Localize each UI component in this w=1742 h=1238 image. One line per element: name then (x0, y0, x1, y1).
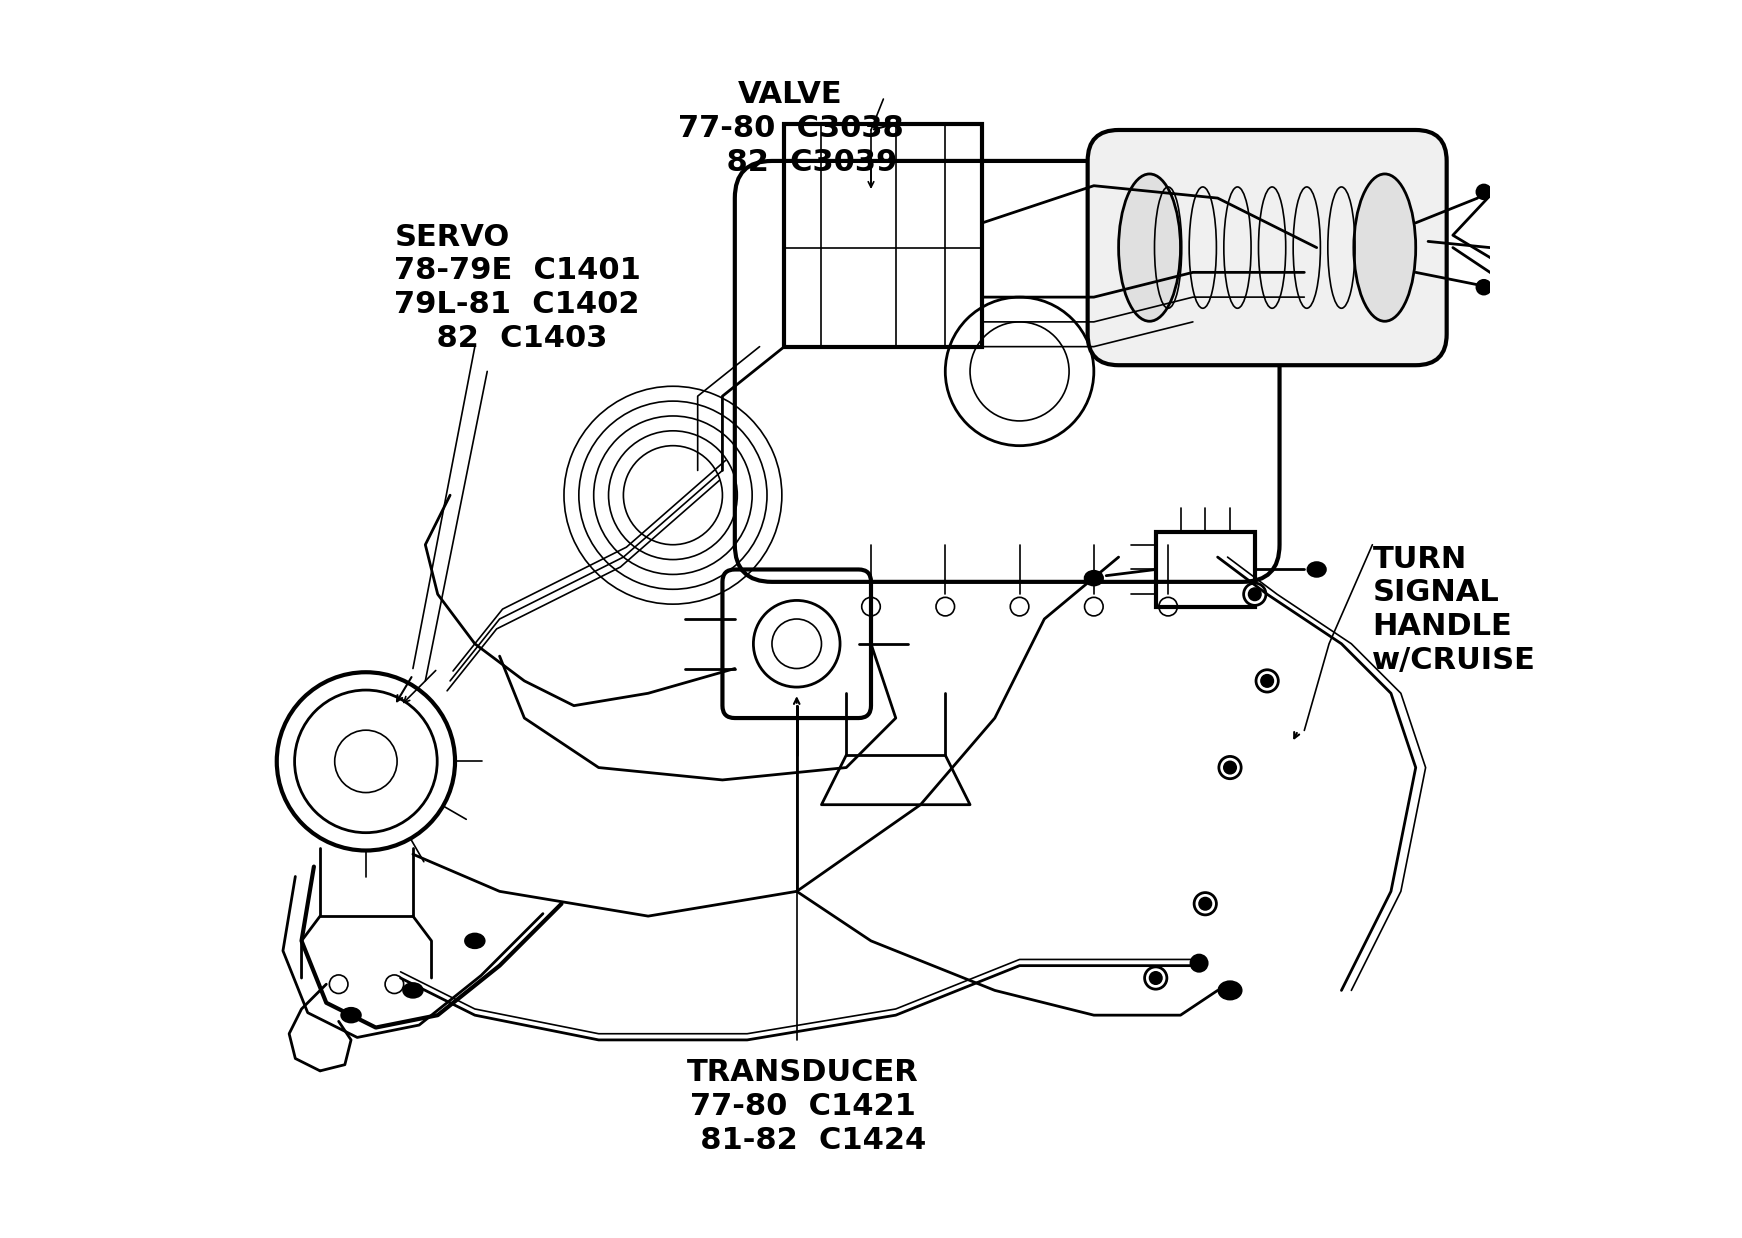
Text: TURN
SIGNAL
HANDLE
w/CRUISE: TURN SIGNAL HANDLE w/CRUISE (1373, 545, 1536, 675)
Ellipse shape (1198, 898, 1211, 910)
Ellipse shape (1150, 972, 1162, 984)
Ellipse shape (1477, 184, 1491, 199)
Text: SERVO
78-79E  C1401
79L-81  C1402
    82  C1403: SERVO 78-79E C1401 79L-81 C1402 82 C1403 (394, 223, 641, 353)
Ellipse shape (465, 933, 484, 948)
Ellipse shape (1308, 562, 1326, 577)
Ellipse shape (1193, 893, 1216, 915)
Ellipse shape (1256, 670, 1279, 692)
Ellipse shape (402, 983, 423, 998)
Text: TRANSDUCER
77-80  C1421
  81-82  C1424: TRANSDUCER 77-80 C1421 81-82 C1424 (679, 1058, 927, 1155)
Ellipse shape (1491, 240, 1514, 255)
Ellipse shape (1477, 280, 1491, 295)
Ellipse shape (1219, 982, 1240, 999)
Ellipse shape (1225, 761, 1237, 774)
Ellipse shape (1219, 756, 1240, 779)
Ellipse shape (1249, 588, 1261, 600)
Ellipse shape (1118, 173, 1181, 322)
Ellipse shape (1354, 173, 1416, 322)
Ellipse shape (1085, 571, 1103, 586)
Ellipse shape (341, 1008, 361, 1023)
Ellipse shape (1190, 954, 1207, 972)
Ellipse shape (1261, 675, 1273, 687)
FancyBboxPatch shape (1087, 130, 1446, 365)
Text: VALVE
77-80  C3038
    82  C3039: VALVE 77-80 C3038 82 C3039 (678, 80, 904, 177)
Ellipse shape (1144, 967, 1167, 989)
Ellipse shape (1244, 583, 1266, 605)
